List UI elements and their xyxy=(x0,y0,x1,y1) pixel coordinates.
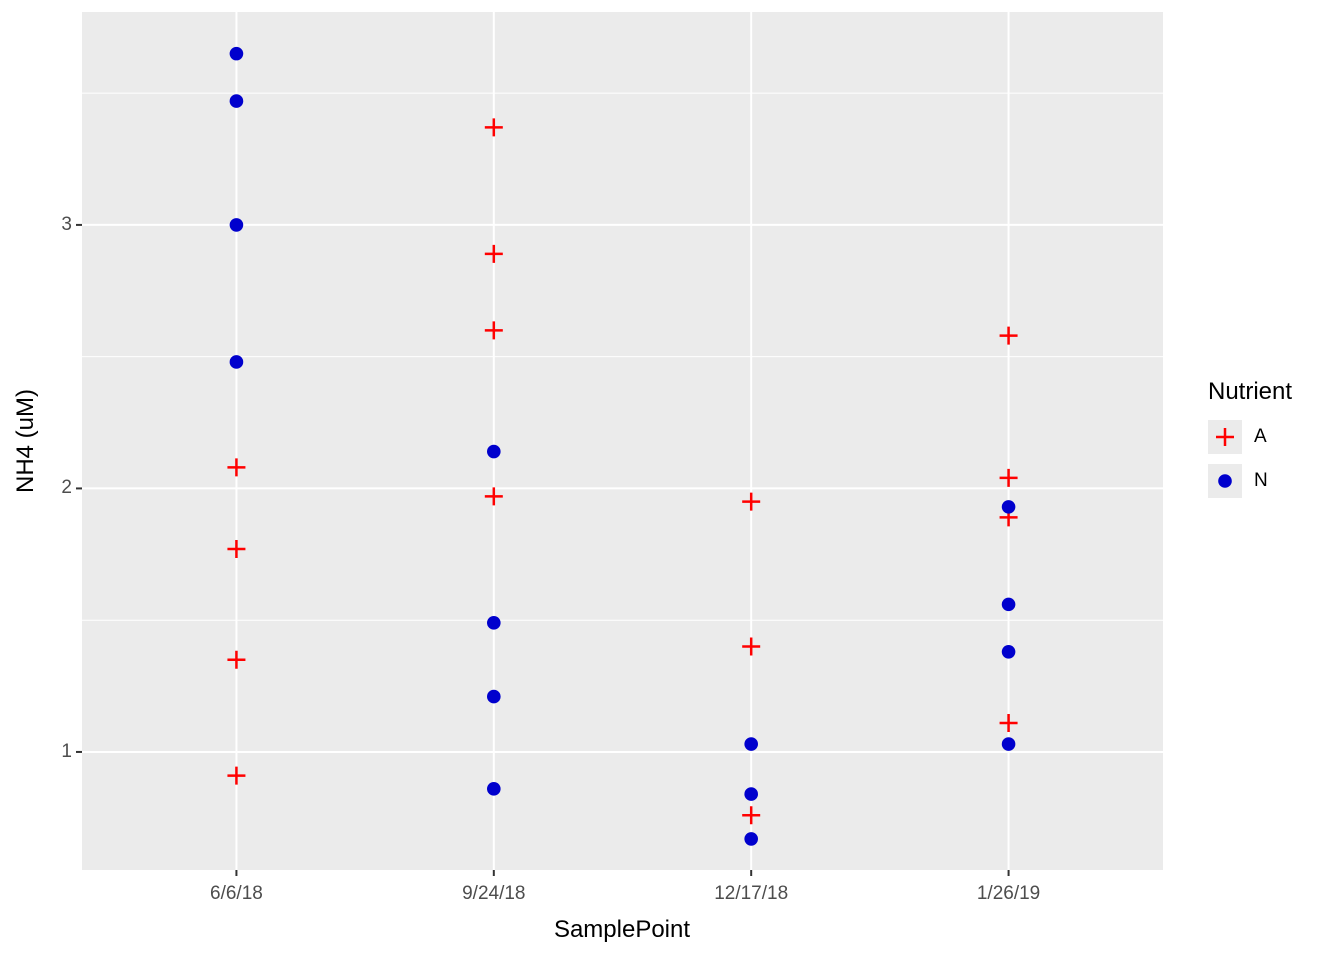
data-point-N xyxy=(229,46,244,61)
x-tick-label: 6/6/18 xyxy=(210,883,263,904)
data-point-A xyxy=(227,540,246,559)
data-point-N xyxy=(1001,597,1016,612)
y-tick-label: 1 xyxy=(61,740,72,762)
legend-title: Nutrient xyxy=(1208,378,1293,405)
data-point-A xyxy=(227,458,246,477)
x-tick-label: 9/24/18 xyxy=(462,883,526,904)
legend-label-a: A xyxy=(1254,426,1267,447)
data-point-N xyxy=(1001,500,1016,514)
data-point-A xyxy=(227,766,246,785)
data-point-A xyxy=(999,713,1018,732)
legend: Nutrient A N xyxy=(1208,378,1292,508)
data-point-N xyxy=(1001,737,1016,751)
legend-label-n: N xyxy=(1254,470,1268,491)
data-point-N xyxy=(229,218,244,232)
plus-marker-icon xyxy=(1208,420,1242,454)
legend-entry-a: A xyxy=(1208,420,1292,454)
x-tick-label: 12/17/18 xyxy=(714,883,789,904)
data-point-N xyxy=(487,616,501,630)
data-point-N xyxy=(487,689,501,704)
legend-entry-n: N xyxy=(1208,464,1292,498)
data-point-N xyxy=(229,355,244,369)
data-point-A xyxy=(484,244,503,263)
data-point-A xyxy=(999,468,1018,487)
y-axis-title: NH4 (uM) xyxy=(12,388,39,494)
x-tick-label: 1/26/19 xyxy=(976,883,1041,904)
data-point-A xyxy=(484,118,503,137)
y-tick-label: 3 xyxy=(61,213,72,235)
data-point-N xyxy=(487,444,501,459)
data-point-N xyxy=(744,787,758,801)
data-point-A xyxy=(227,650,246,669)
data-point-A xyxy=(742,806,761,825)
data-point-N xyxy=(1001,645,1016,659)
x-axis-title: SamplePoint xyxy=(553,916,691,943)
circle-marker-icon xyxy=(1208,464,1242,498)
y-tick-label: 2 xyxy=(61,477,72,499)
data-point-A xyxy=(999,326,1018,345)
data-point-A xyxy=(484,487,503,506)
data-point-N xyxy=(744,737,758,751)
data-point-A xyxy=(742,637,761,656)
data-point-N xyxy=(487,782,501,796)
data-point-A xyxy=(484,321,503,340)
data-point-A xyxy=(742,492,761,511)
data-point-N xyxy=(744,832,758,846)
data-point-N xyxy=(229,94,244,108)
panel-background xyxy=(82,12,1163,870)
